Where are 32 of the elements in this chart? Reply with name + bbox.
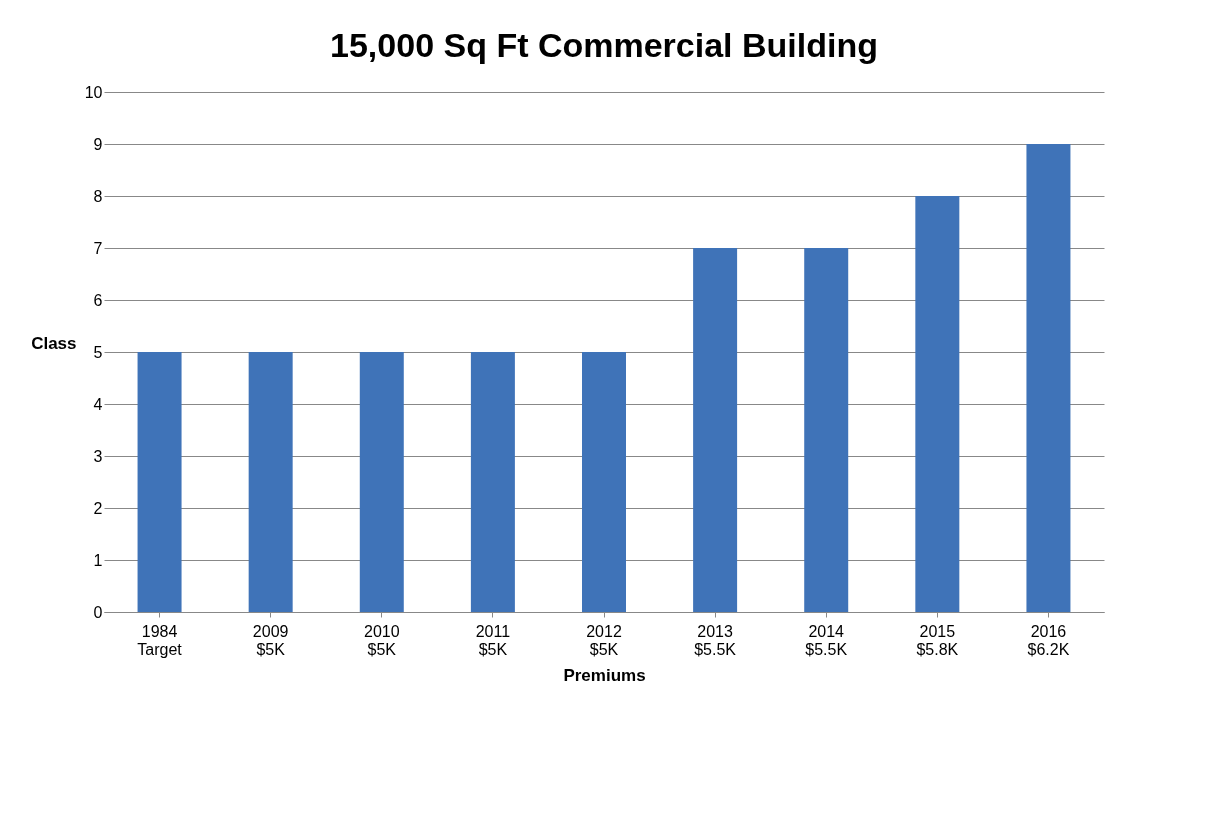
x-tick-label: 2016 $6.2K [1027,622,1070,658]
y-tick-label: 7 [93,239,103,257]
bar [582,352,626,612]
bar [248,352,293,612]
y-tick-label: 6 [93,291,103,309]
y-tick-label: 5 [93,343,103,361]
bar [137,352,182,612]
y-tick-label: 3 [93,447,103,465]
x-tick-label: 2011 $5K [475,622,511,658]
x-tick-label: 2010 $5K [363,622,400,658]
bar [359,352,404,612]
x-tick-label: 2009 $5K [252,622,289,658]
x-tick-label: 2014 $5.5K [805,622,848,658]
bar [915,196,960,612]
y-tick-label: 10 [84,83,103,101]
bar [693,248,738,612]
y-tick-label: 8 [93,187,103,205]
x-tick-label: 2015 $5.8K [916,622,959,658]
x-axis-title: Premiums [563,665,646,685]
x-tick-label: 1984 Target [137,622,183,658]
chart-title: 15,000 Sq Ft Commercial Building [330,26,878,64]
bar [470,352,515,612]
y-tick-label: 0 [93,603,103,621]
y-tick-label: 2 [93,499,103,517]
x-tick-label: 2013 $5.5K [694,622,737,658]
x-tick-label: 2012 $5K [586,622,622,658]
y-tick-label: 9 [93,135,103,153]
y-tick-label: 4 [93,395,103,413]
y-axis-title: Class [31,333,77,353]
bar [1026,144,1071,612]
bar [804,248,849,612]
y-tick-label: 1 [93,551,103,569]
